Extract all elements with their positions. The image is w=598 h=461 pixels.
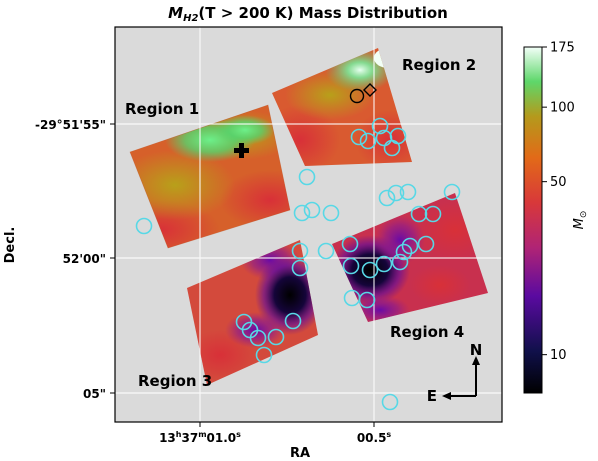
source-circle (135, 217, 153, 235)
source-circle (267, 328, 285, 346)
source-circle (293, 204, 311, 222)
plus-marker (234, 143, 249, 158)
source-circle (303, 201, 321, 219)
source-circle (443, 183, 461, 201)
title-rest: (T > 200 K) Mass Distribution (198, 4, 447, 22)
source-circle (371, 117, 389, 135)
chart-title: MH2(T > 200 K) Mass Distribution (168, 4, 448, 24)
y-axis-label: Decl. (3, 227, 18, 264)
compass-east: E (427, 387, 437, 405)
source-circle (249, 329, 267, 347)
source-circle (375, 255, 393, 273)
compass: N E (427, 341, 483, 405)
y-tick-label: -29°51'55" (35, 118, 106, 132)
y-tick-label: 52'00" (63, 252, 106, 266)
source-circle (291, 242, 309, 260)
source-circle (401, 237, 419, 255)
source-circle (399, 183, 417, 201)
source-circle (381, 393, 399, 411)
region-2-label: Region 2 (402, 56, 476, 74)
colorbar-label: M⊙ (572, 211, 589, 230)
source-circle (410, 205, 428, 223)
source-circle (424, 205, 442, 223)
source-circle (395, 243, 413, 261)
diamond-marker (363, 83, 377, 97)
source-circle (322, 204, 340, 222)
source-circle (358, 291, 376, 309)
source-circle (359, 132, 377, 150)
colorbar-tick-label: 175 (550, 41, 575, 56)
source-circle (298, 168, 316, 186)
source-circle (387, 184, 405, 202)
markers (234, 83, 377, 158)
source-circle (391, 253, 409, 271)
source-circle (291, 259, 309, 277)
region-3-label: Region 3 (138, 372, 212, 390)
region-4-label: Region 4 (390, 323, 464, 341)
source-circle (361, 261, 379, 279)
x-axis-label: RA (290, 446, 310, 461)
title-main: M (168, 4, 183, 22)
title-subscript: H2 (183, 13, 198, 24)
colorbar (523, 46, 543, 394)
colorbar-ticks: 10 50 100 175 (542, 41, 575, 363)
colorbar-tick-label: 100 (550, 101, 575, 116)
source-circles (135, 117, 461, 411)
x-tick-label: 13h37m01.0s (159, 430, 241, 445)
source-circle (350, 128, 368, 146)
source-circle (284, 312, 302, 330)
source-circle (378, 189, 396, 207)
black-circle-marker (349, 88, 365, 104)
axis-ticks (110, 123, 375, 427)
source-circle (317, 242, 335, 260)
colorbar-tick-label: 50 (550, 175, 567, 190)
region-1-label: Region 1 (125, 100, 199, 118)
compass-north: N (470, 341, 483, 359)
source-circle (342, 257, 360, 275)
source-circle (417, 235, 435, 253)
x-tick-label: 00.5s (357, 430, 392, 445)
source-circle (255, 346, 273, 364)
source-circle (341, 235, 359, 253)
source-circle (389, 127, 407, 145)
y-tick-label: 05" (83, 387, 106, 401)
colorbar-tick-label: 10 (550, 348, 567, 363)
plot-frame (114, 26, 503, 423)
